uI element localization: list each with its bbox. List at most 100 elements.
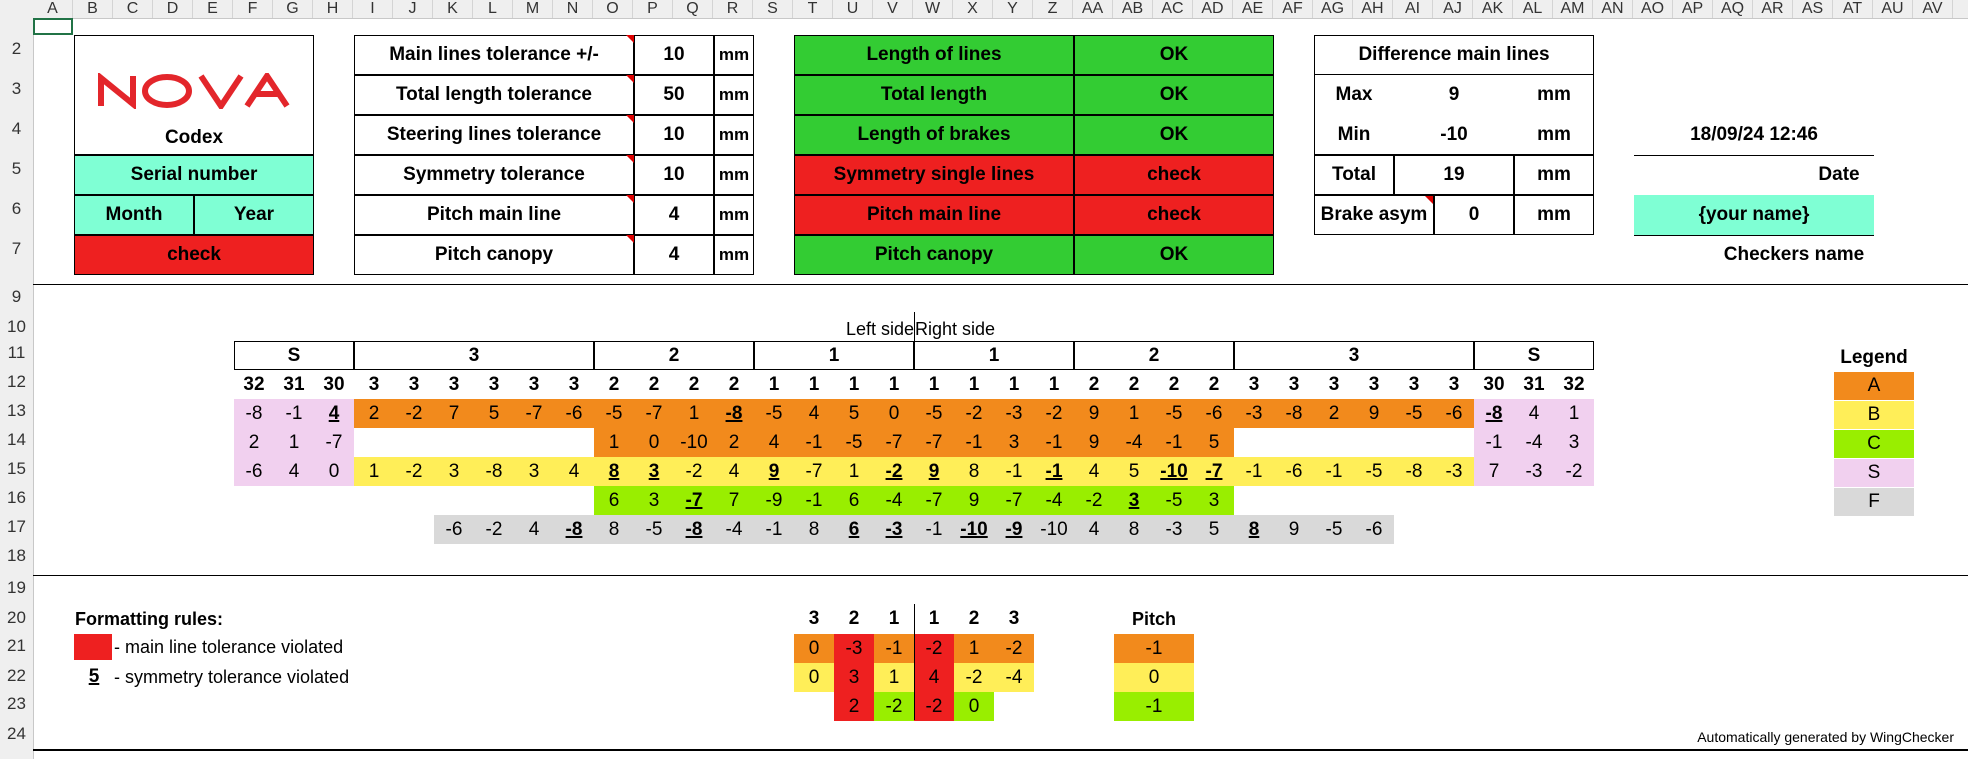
column-header-ak[interactable]: AK: [1473, 0, 1513, 18]
comment-indicator[interactable]: [626, 115, 634, 123]
column-header-e[interactable]: E: [193, 0, 233, 18]
grid-cell[interactable]: [1434, 486, 1474, 515]
grid-cell[interactable]: 8: [594, 457, 634, 486]
column-header-ai[interactable]: AI: [1393, 0, 1433, 18]
grid-cell[interactable]: -8: [1274, 399, 1314, 428]
grid-cell[interactable]: [1554, 486, 1594, 515]
column-header-al[interactable]: AL: [1513, 0, 1553, 18]
column-header-s[interactable]: S: [753, 0, 793, 18]
grid-cell[interactable]: 4: [1514, 399, 1554, 428]
grid-cell[interactable]: -5: [914, 399, 954, 428]
grid-cell[interactable]: -1: [794, 428, 834, 457]
row-header-20[interactable]: 20: [7, 608, 26, 627]
grid-cell[interactable]: [1434, 428, 1474, 457]
grid-cell[interactable]: 3: [514, 457, 554, 486]
grid-cell[interactable]: 4: [514, 515, 554, 544]
grid-cell[interactable]: -5: [1154, 399, 1194, 428]
grid-cell[interactable]: -1: [1234, 457, 1274, 486]
grid-cell[interactable]: -6: [434, 515, 474, 544]
grid-cell[interactable]: -7: [514, 399, 554, 428]
column-header-at[interactable]: AT: [1833, 0, 1873, 18]
grid-cell[interactable]: -8: [1394, 457, 1434, 486]
row-header-23[interactable]: 23: [7, 694, 26, 713]
tolerance-value-input[interactable]: 10: [634, 35, 714, 75]
grid-cell[interactable]: 6: [834, 515, 874, 544]
grid-cell[interactable]: -4: [714, 515, 754, 544]
grid-cell[interactable]: [354, 428, 394, 457]
grid-cell[interactable]: [514, 486, 554, 515]
grid-cell[interactable]: [1554, 515, 1594, 544]
grid-cell[interactable]: -6: [1354, 515, 1394, 544]
grid-cell[interactable]: 4: [1074, 515, 1114, 544]
grid-cell[interactable]: -1: [1474, 428, 1514, 457]
row-header-15[interactable]: 15: [7, 459, 26, 478]
grid-cell[interactable]: -2: [954, 399, 994, 428]
column-header-ar[interactable]: AR: [1753, 0, 1793, 18]
column-header-aj[interactable]: AJ: [1433, 0, 1473, 18]
row-header-24[interactable]: 24: [7, 724, 26, 743]
grid-cell[interactable]: -1: [1154, 428, 1194, 457]
grid-cell[interactable]: -8: [714, 399, 754, 428]
grid-cell[interactable]: [1314, 428, 1354, 457]
grid-cell[interactable]: 3: [994, 428, 1034, 457]
row-header-2[interactable]: 2: [11, 39, 22, 58]
comment-indicator[interactable]: [626, 195, 634, 203]
grid-cell[interactable]: [1394, 428, 1434, 457]
grid-cell[interactable]: [1234, 486, 1274, 515]
column-header-i[interactable]: I: [353, 0, 393, 18]
grid-cell[interactable]: -7: [914, 486, 954, 515]
grid-cell[interactable]: [314, 515, 354, 544]
comment-indicator[interactable]: [626, 155, 634, 163]
grid-cell[interactable]: -1: [1034, 428, 1074, 457]
grid-cell[interactable]: -10: [1154, 457, 1194, 486]
grid-cell[interactable]: 1: [1114, 399, 1154, 428]
grid-cell[interactable]: 0: [314, 457, 354, 486]
grid-cell[interactable]: 7: [434, 399, 474, 428]
column-header-ag[interactable]: AG: [1313, 0, 1353, 18]
grid-cell[interactable]: [314, 486, 354, 515]
row-header-19[interactable]: 19: [7, 578, 26, 597]
grid-cell[interactable]: -3: [1234, 399, 1274, 428]
tolerance-value-input[interactable]: 50: [634, 75, 714, 115]
grid-cell[interactable]: 9: [1074, 428, 1114, 457]
grid-cell[interactable]: -6: [1434, 399, 1474, 428]
grid-cell[interactable]: 1: [674, 399, 714, 428]
grid-cell[interactable]: [1474, 486, 1514, 515]
column-header-h[interactable]: H: [313, 0, 353, 18]
grid-cell[interactable]: 2: [1314, 399, 1354, 428]
grid-cell[interactable]: [1234, 428, 1274, 457]
grid-cell[interactable]: -1: [914, 515, 954, 544]
column-header-aa[interactable]: AA: [1073, 0, 1113, 18]
grid-cell[interactable]: 4: [1074, 457, 1114, 486]
tolerance-value-input[interactable]: 4: [634, 195, 714, 235]
grid-cell[interactable]: [1314, 486, 1354, 515]
grid-cell[interactable]: -5: [1394, 399, 1434, 428]
row-header-4[interactable]: 4: [11, 119, 22, 138]
column-header-k[interactable]: K: [433, 0, 473, 18]
grid-cell[interactable]: 8: [594, 515, 634, 544]
grid-cell[interactable]: -5: [834, 428, 874, 457]
column-header-ap[interactable]: AP: [1673, 0, 1713, 18]
grid-cell[interactable]: 8: [1234, 515, 1274, 544]
grid-cell[interactable]: -1: [274, 399, 314, 428]
grid-cell[interactable]: -8: [554, 515, 594, 544]
grid-cell[interactable]: [1274, 486, 1314, 515]
grid-cell[interactable]: -1: [1034, 457, 1074, 486]
row-header-22[interactable]: 22: [7, 666, 26, 685]
grid-cell[interactable]: -9: [754, 486, 794, 515]
grid-cell[interactable]: [1514, 486, 1554, 515]
grid-cell[interactable]: 9: [1074, 399, 1114, 428]
month-field[interactable]: Month: [74, 195, 194, 235]
grid-cell[interactable]: -3: [1434, 457, 1474, 486]
grid-cell[interactable]: -7: [914, 428, 954, 457]
grid-cell[interactable]: 1: [1554, 399, 1594, 428]
grid-cell[interactable]: 6: [594, 486, 634, 515]
grid-cell[interactable]: -7: [634, 399, 674, 428]
grid-cell[interactable]: 4: [754, 428, 794, 457]
grid-cell[interactable]: -5: [1154, 486, 1194, 515]
grid-cell[interactable]: 7: [1474, 457, 1514, 486]
grid-cell[interactable]: -6: [234, 457, 274, 486]
grid-cell[interactable]: [1474, 515, 1514, 544]
row-header-10[interactable]: 10: [7, 317, 26, 336]
grid-cell[interactable]: -3: [994, 399, 1034, 428]
